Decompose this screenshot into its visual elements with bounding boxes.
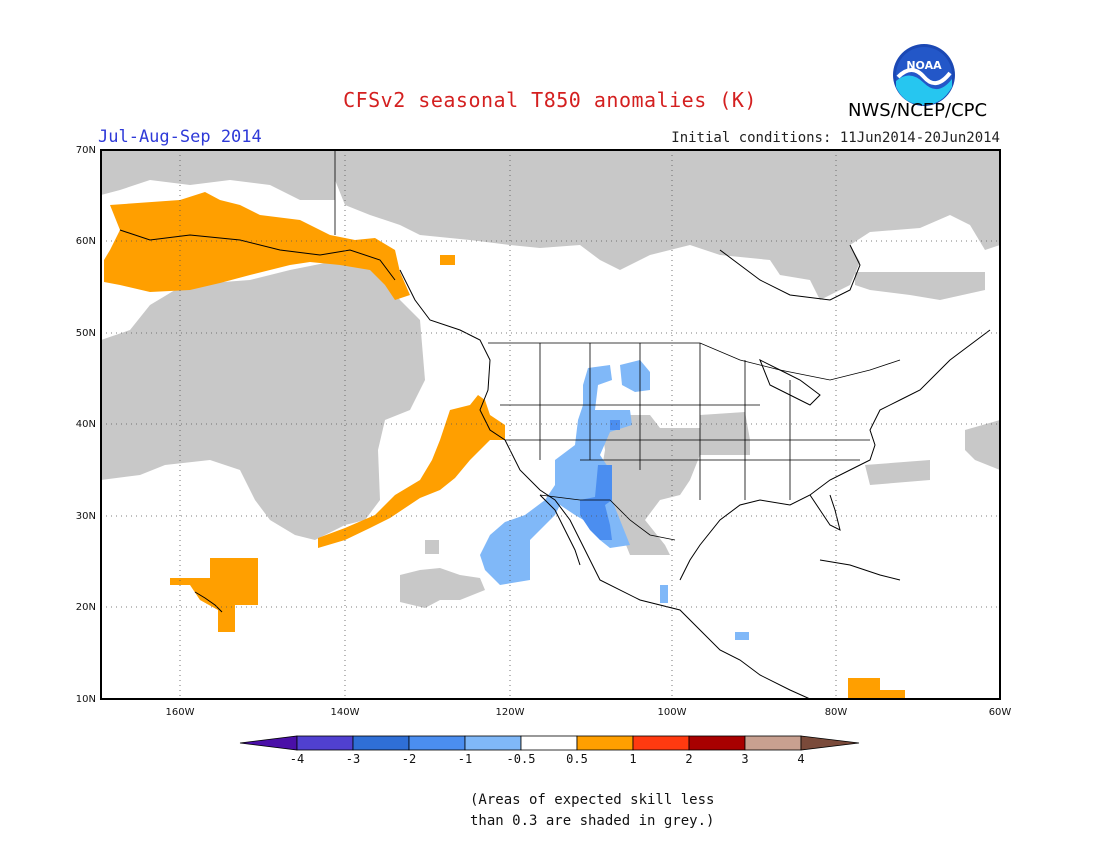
lon-label: 120W: [496, 707, 525, 718]
skill-note-line: than 0.3 are shaded in grey.): [470, 813, 715, 829]
colorbar-box: [408, 735, 466, 751]
coastlines: [119, 229, 991, 699]
agency-label: NWS/NCEP/CPC: [848, 100, 988, 121]
grey-labrador-region: [855, 272, 985, 300]
low-skill-regions: [101, 150, 1000, 608]
lat-label: 40N: [76, 419, 96, 430]
lat-label: 70N: [76, 145, 96, 156]
longitude-labels: 160W 140W 120W 100W 80W 60W: [166, 707, 1012, 718]
blue-small-patch-1: [660, 585, 668, 603]
lon-label: 80W: [825, 707, 848, 718]
baja-coast: [539, 494, 581, 566]
colorbar-tick: 0.5: [566, 752, 588, 766]
lat-label: 30N: [76, 511, 96, 522]
blue-light-west-region: [480, 365, 632, 585]
orange-california-coast: [318, 395, 505, 548]
us-state-lines: [500, 343, 870, 500]
cool-medium-regions: [580, 420, 620, 540]
lat-label: 10N: [76, 694, 96, 705]
lon-label: 60W: [989, 707, 1012, 718]
grey-canada-north-region: [335, 150, 1000, 300]
colorbar-box: [688, 735, 746, 751]
skill-note: (Areas of expected skill less than 0.3 a…: [470, 790, 714, 832]
skill-note-line: (Areas of expected skill less: [470, 792, 715, 808]
colorbar-tick: -2: [402, 752, 416, 766]
colorbar: -4 -3 -2 -1 -0.5 0.5 1 2 3 4: [239, 735, 860, 766]
grey-small-patch: [425, 540, 439, 554]
grey-atlantic-patch: [865, 460, 930, 485]
colorbar-tick: 3: [741, 752, 748, 766]
grey-central-us-region: [600, 412, 750, 555]
gulf-coast: [679, 329, 991, 581]
colorbar-tick: 2: [685, 752, 692, 766]
lat-label: 20N: [76, 602, 96, 613]
hudson-bay-coast: [719, 244, 861, 301]
orange-colombia-region: [848, 678, 905, 699]
cool-anomaly-regions: [480, 360, 749, 640]
orange-small-patch: [440, 255, 455, 265]
grey-alaska-north-region: [101, 150, 335, 200]
anomaly-map: 70N 60N 50N 40N 30N 20N 10N 160W 140W 12…: [76, 145, 1012, 718]
warm-anomaly-regions: [104, 192, 905, 699]
blue-medium-patch: [610, 420, 620, 430]
colorbar-arrow-left: [239, 735, 298, 751]
borders: [334, 150, 901, 541]
colorbar-box: [352, 735, 410, 751]
blue-medium-region: [580, 465, 612, 540]
lon-label: 140W: [331, 707, 360, 718]
map-frame: [100, 149, 1001, 700]
orange-alaska-region: [104, 192, 410, 300]
lat-label: 50N: [76, 328, 96, 339]
noaa-logo-icon: NOAA: [893, 44, 955, 106]
colorbar-tick: -4: [290, 752, 304, 766]
cuba-coast: [819, 559, 901, 581]
hawaii-islands: [194, 591, 223, 613]
blue-light-north-region: [620, 360, 650, 392]
colorbar-box: [576, 735, 634, 751]
latitude-labels: 70N 60N 50N 40N 30N 20N 10N: [76, 145, 96, 705]
grey-mexico-offshore: [400, 568, 485, 608]
colorbar-box: [464, 735, 522, 751]
forecast-period: Jul-Aug-Sep 2014: [98, 127, 262, 147]
florida-coast: [809, 494, 841, 531]
colorbar-tick: -1: [458, 752, 472, 766]
north-america-coast: [399, 269, 811, 699]
logo-text: NOAA: [906, 59, 942, 72]
colorbar-tick: -0.5: [507, 752, 536, 766]
grey-pacific-region: [101, 262, 425, 540]
grey-atlantic-east: [965, 420, 1000, 470]
lon-label: 160W: [166, 707, 195, 718]
colorbar-boxes: [239, 735, 860, 751]
lon-label: 100W: [658, 707, 687, 718]
colorbar-box: [520, 735, 578, 751]
map-title: CFSv2 seasonal T850 anomalies (K): [343, 88, 757, 112]
colorbar-box: [296, 735, 354, 751]
colorbar-tick: 4: [797, 752, 804, 766]
colorbar-arrow-right: [800, 735, 860, 751]
colorbar-ticks: -4 -3 -2 -1 -0.5 0.5 1 2 3 4: [290, 752, 805, 766]
lat-label: 60N: [76, 236, 96, 247]
colorbar-tick: -3: [346, 752, 360, 766]
blue-small-patch-2: [735, 632, 749, 640]
colorbar-tick: 1: [629, 752, 636, 766]
orange-hawaii-region: [170, 558, 258, 632]
colorbar-box: [632, 735, 690, 751]
us-mexico-border: [539, 494, 676, 541]
initial-conditions: Initial conditions: 11Jun2014-20Jun2014: [671, 130, 1000, 146]
great-lakes: [759, 358, 821, 406]
alaska-coast: [119, 229, 396, 281]
colorbar-box: [744, 735, 802, 751]
